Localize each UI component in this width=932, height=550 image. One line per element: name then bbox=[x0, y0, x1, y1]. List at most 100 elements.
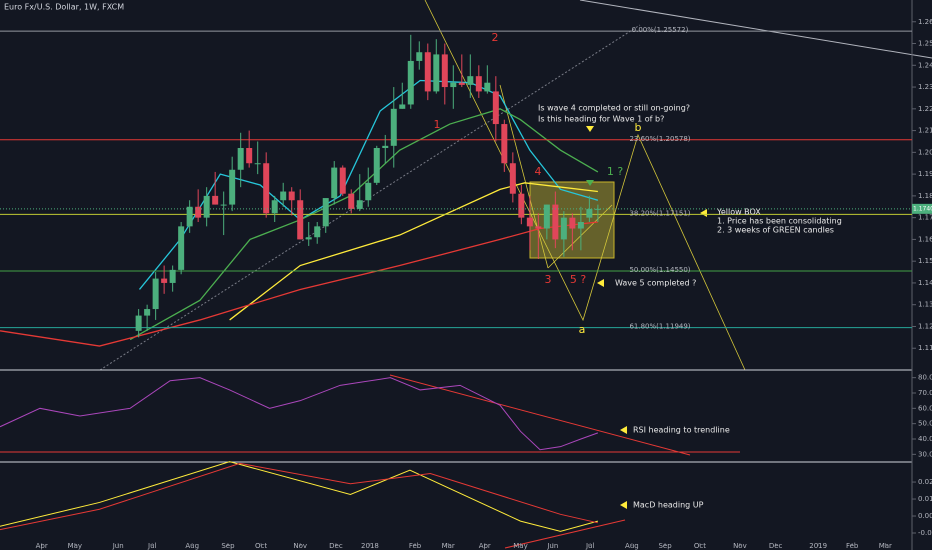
candle-body bbox=[569, 217, 576, 229]
wave-label: 3 bbox=[545, 273, 552, 286]
candle-body bbox=[144, 309, 151, 316]
candle-body bbox=[135, 315, 142, 331]
candle-body bbox=[229, 169, 236, 205]
rsi-trendline bbox=[389, 374, 691, 456]
fib-label: 0.00%(1.25572) bbox=[632, 26, 689, 34]
y-tick-label: 1.2000 bbox=[918, 148, 932, 156]
arrow bbox=[597, 279, 604, 287]
candle-body bbox=[526, 217, 533, 227]
wave-path bbox=[547, 204, 613, 269]
candle-body bbox=[390, 108, 397, 146]
y-tick-label: 1.1900 bbox=[918, 170, 932, 178]
candle-body bbox=[509, 163, 516, 194]
chart-title: Euro Fx/U.S. Dollar, 1W, FXCM bbox=[4, 3, 124, 12]
arrow bbox=[586, 180, 594, 186]
arrow bbox=[620, 501, 627, 509]
candle-body bbox=[577, 222, 584, 229]
y-tick-label: 0.0000 bbox=[918, 512, 932, 520]
annotation: 2. 3 weeks of GREEN candles bbox=[717, 226, 834, 235]
candle-body bbox=[212, 195, 219, 205]
candle-body bbox=[152, 278, 159, 310]
annotation: 1. Price has been consolidating bbox=[717, 217, 842, 226]
indicator-line bbox=[129, 108, 599, 341]
annotation: Yellow BOX bbox=[716, 208, 761, 217]
wave-label: 5 ? bbox=[570, 273, 586, 286]
candle-body bbox=[484, 82, 491, 92]
candle-body bbox=[467, 76, 474, 85]
wave-label: 1 bbox=[434, 118, 441, 131]
wave-path bbox=[499, 84, 549, 269]
x-tick-label: Feb bbox=[846, 542, 859, 550]
x-tick-label: Apr bbox=[36, 542, 48, 550]
indicator-line bbox=[0, 462, 598, 531]
wave-label: 1 ? bbox=[607, 165, 623, 178]
arrow bbox=[700, 209, 707, 217]
y-tick-label: 30.0000 bbox=[918, 450, 932, 458]
y-tick-label: 40.0000 bbox=[918, 435, 932, 443]
candle-body bbox=[560, 217, 567, 240]
candle-body bbox=[169, 269, 176, 283]
y-tick-label: 1.1200 bbox=[918, 322, 932, 330]
candle-body bbox=[203, 195, 210, 218]
y-tick-label: 60.0000 bbox=[918, 404, 932, 412]
candle-body bbox=[237, 148, 244, 170]
x-tick-label: Jun bbox=[546, 542, 558, 550]
indicator-line bbox=[0, 221, 598, 347]
annotation: Is wave 4 completed or still on-going? bbox=[538, 104, 690, 113]
wave-label: a bbox=[579, 323, 586, 336]
y-tick-label: 0.0200 bbox=[918, 478, 932, 486]
candle-body bbox=[450, 82, 457, 88]
fib-label: 50.00%(1.14550) bbox=[629, 266, 690, 274]
candle-body bbox=[314, 226, 321, 238]
y-tick-label: 80.0000 bbox=[918, 374, 932, 382]
candle-body bbox=[322, 198, 329, 227]
candle-body bbox=[297, 200, 304, 240]
arrows bbox=[586, 126, 707, 509]
candle-body bbox=[305, 237, 312, 240]
arrow bbox=[620, 426, 627, 434]
wave-label: 4 bbox=[535, 165, 542, 178]
candle-body bbox=[433, 54, 440, 92]
candle-body bbox=[535, 226, 542, 229]
candle-body bbox=[246, 148, 253, 164]
y-tick-label: 50.0000 bbox=[918, 420, 932, 428]
candle-body bbox=[552, 204, 559, 240]
candle-body bbox=[424, 52, 431, 92]
x-tick-label: Mar bbox=[442, 542, 455, 550]
candle-body bbox=[441, 54, 448, 88]
x-tick-label: May bbox=[513, 542, 527, 550]
candle-body bbox=[373, 148, 380, 183]
y-tick-label: 1.1500 bbox=[918, 257, 932, 265]
trend-line bbox=[579, 0, 932, 59]
x-tick-label: Feb bbox=[409, 542, 422, 550]
y-tick-label: 1.1600 bbox=[918, 235, 932, 243]
y-tick-label: -0.0100 bbox=[918, 529, 932, 537]
candle-body bbox=[195, 206, 202, 218]
candle-body bbox=[407, 60, 414, 105]
candle-body bbox=[543, 204, 550, 229]
candle-body bbox=[254, 163, 261, 165]
candle-body bbox=[161, 278, 168, 283]
x-tick-label: Jul bbox=[585, 542, 595, 550]
fib-label: 23.60%(1.20578) bbox=[629, 135, 690, 143]
x-tick-label: Mar bbox=[879, 542, 892, 550]
x-tick-label: Jun bbox=[112, 542, 124, 550]
candle-body bbox=[399, 104, 406, 109]
macd-trendline bbox=[504, 519, 626, 549]
candle-body bbox=[382, 145, 389, 148]
candle-body bbox=[280, 191, 287, 201]
indicator-line bbox=[229, 182, 598, 321]
fib-label: 38.20%(1.17151) bbox=[629, 209, 690, 217]
x-tick-label: Aug bbox=[185, 542, 199, 550]
wave-label: b bbox=[635, 121, 642, 134]
candle-body bbox=[271, 200, 278, 214]
price-tag bbox=[912, 203, 932, 214]
x-tick-label: 2019 bbox=[809, 542, 827, 550]
y-tick-label: 1.1700 bbox=[918, 214, 932, 222]
y-tick-label: 70.0000 bbox=[918, 389, 932, 397]
candle-body bbox=[356, 200, 363, 209]
candle-body bbox=[186, 206, 193, 227]
annotation: Wave 5 completed ? bbox=[615, 279, 696, 288]
x-tick-label: Sep bbox=[658, 542, 672, 550]
